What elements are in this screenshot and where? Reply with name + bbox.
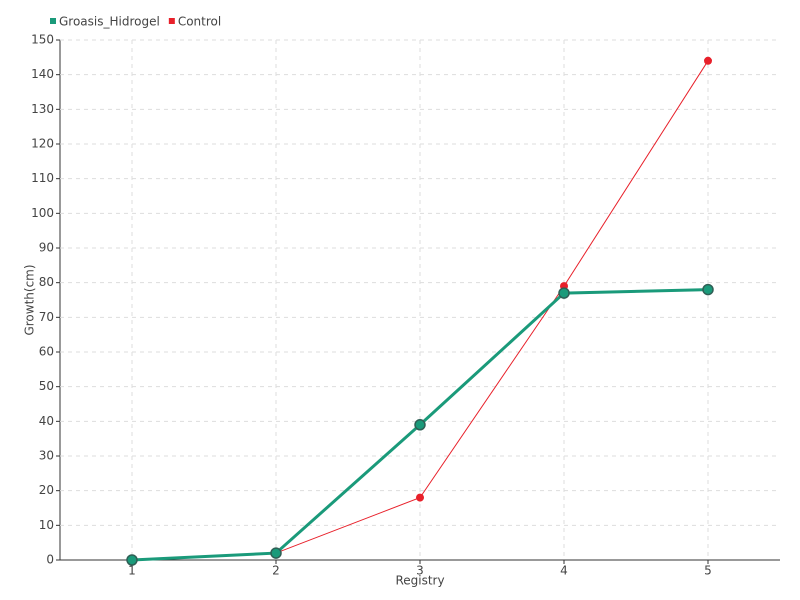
data-point bbox=[704, 56, 712, 65]
y-tick-label: 100 bbox=[31, 206, 54, 220]
x-tick-label: 1 bbox=[128, 564, 136, 578]
data-point bbox=[126, 554, 138, 566]
data-point bbox=[270, 547, 282, 559]
y-tick-label: 0 bbox=[46, 553, 54, 567]
data-point bbox=[702, 283, 714, 296]
x-tick-label: 4 bbox=[560, 564, 568, 578]
series-line bbox=[131, 60, 709, 561]
data-point bbox=[416, 493, 424, 502]
legend-label: Control bbox=[178, 15, 221, 29]
y-axis-label: Growth(cm) bbox=[23, 264, 37, 335]
y-tick-label: 150 bbox=[31, 33, 54, 47]
legend-swatch bbox=[168, 18, 175, 24]
x-axis-label: Registry bbox=[395, 574, 444, 588]
y-tick-label: 80 bbox=[39, 275, 54, 289]
y-tick-label: 20 bbox=[39, 483, 54, 497]
y-tick-label: 40 bbox=[39, 414, 54, 428]
y-tick-label: 120 bbox=[31, 137, 54, 151]
y-tick-label: 130 bbox=[31, 102, 54, 116]
y-tick-label: 50 bbox=[39, 379, 54, 393]
x-tick-label: 3 bbox=[416, 564, 424, 578]
y-tick-label: 10 bbox=[39, 518, 54, 532]
y-tick-label: 60 bbox=[39, 345, 54, 359]
x-tick-label: 2 bbox=[272, 564, 280, 578]
legend-swatch bbox=[50, 18, 56, 24]
y-tick-label: 90 bbox=[39, 241, 54, 255]
data-point bbox=[414, 419, 426, 431]
y-tick-label: 70 bbox=[39, 310, 54, 324]
y-tick-label: 110 bbox=[31, 171, 54, 185]
legend-label: Groasis_Hidrogel bbox=[59, 15, 160, 29]
y-tick-label: 30 bbox=[39, 449, 54, 463]
x-tick-label: 5 bbox=[704, 564, 712, 578]
data-point bbox=[558, 287, 570, 299]
y-tick-label: 140 bbox=[31, 67, 54, 81]
